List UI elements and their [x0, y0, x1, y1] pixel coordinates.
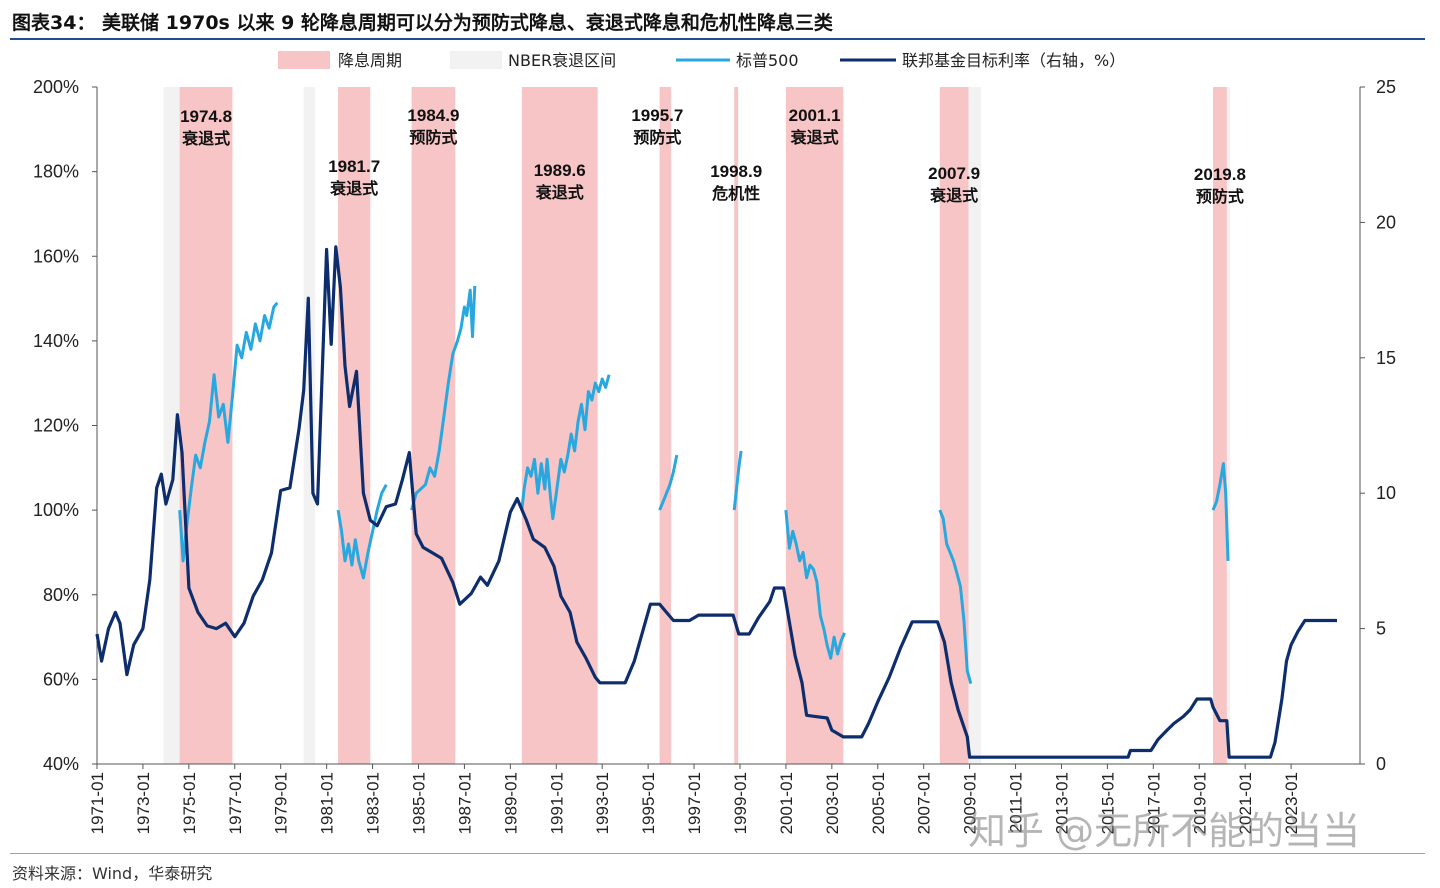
x-tick-label: 1979-01 — [272, 772, 291, 834]
cycle-date-label: 1984.9 — [407, 106, 459, 125]
cycle-type-label: 衰退式 — [535, 183, 584, 202]
left-tick-label: 200% — [33, 77, 79, 97]
right-tick-label: 5 — [1376, 619, 1386, 639]
legend-fed-funds-label: 联邦基金目标利率（右轴，%） — [902, 51, 1125, 70]
left-tick-label: 100% — [33, 500, 79, 520]
series-lines-layer — [95, 245, 1337, 759]
x-tick-label: 1991-01 — [547, 772, 566, 834]
footer-divider — [10, 853, 1425, 854]
legend-nber-label: NBER衰退区间 — [508, 51, 616, 70]
legend-sp500-label: 标普500 — [736, 51, 799, 70]
chart-title: 图表34： 美联储 1970s 以来 9 轮降息周期可以分为预防式降息、衰退式降… — [12, 12, 833, 34]
cycle-type-label: 危机性 — [712, 184, 760, 203]
legend-cut-cycle-label: 降息周期 — [338, 51, 402, 70]
x-tick-label: 2019-01 — [1190, 772, 1209, 834]
cycle-date-label: 1974.8 — [180, 107, 232, 126]
cycle-date-label: 1995.7 — [631, 106, 683, 125]
cycle-type-label: 衰退式 — [929, 186, 978, 205]
x-tick-label: 2023-01 — [1282, 772, 1301, 834]
x-tick-label: 1981-01 — [318, 772, 337, 834]
cycle-type-label: 预防式 — [633, 128, 681, 147]
sp500-line-segment — [520, 374, 611, 521]
left-tick-label: 120% — [33, 416, 79, 436]
right-tick-label: 10 — [1376, 483, 1396, 503]
sp500-line-segment — [658, 454, 679, 511]
x-tick-label: 1977-01 — [226, 772, 245, 834]
x-tick-label: 1975-01 — [180, 772, 199, 834]
x-tick-label: 1985-01 — [409, 772, 428, 834]
cut-cycle-band — [411, 87, 456, 764]
sp500-line-segment — [336, 483, 388, 580]
title-divider — [10, 38, 1425, 40]
cycle-date-label: 2019.8 — [1194, 165, 1246, 184]
source-note: 资料来源：Wind，华泰研究 — [12, 864, 213, 883]
x-tick-label: 2017-01 — [1144, 772, 1163, 834]
watermark: 知乎 @无所不能的当当 — [968, 809, 1361, 853]
nber-recession-band — [303, 87, 316, 764]
left-tick-label: 60% — [43, 669, 79, 689]
cut-cycle-band — [785, 87, 844, 764]
legend-cut-cycle-swatch — [278, 51, 330, 69]
x-tick-label: 1997-01 — [685, 772, 704, 834]
x-tick-label: 2013-01 — [1052, 772, 1071, 834]
cycle-annotations-layer: 1974.8 衰退式 1981.7 衰退式 1984.9 预防式 1989.6 衰退式 1995… — [180, 106, 1246, 206]
right-tick-label: 15 — [1376, 348, 1396, 368]
x-tick-label: 1993-01 — [593, 772, 612, 834]
left-tick-label: 40% — [43, 754, 79, 774]
x-tick-label: 2021-01 — [1236, 772, 1255, 834]
x-tick-label: 1987-01 — [455, 772, 474, 834]
x-tick-label: 2011-01 — [1007, 772, 1026, 833]
x-tick-label: 1971-01 — [88, 772, 107, 834]
left-tick-label: 160% — [33, 246, 79, 266]
fed-funds-rate-line — [95, 245, 1337, 759]
sp500-line-segment — [732, 450, 743, 511]
sp500-line-segment — [784, 509, 846, 660]
cut-cycle-band — [1213, 87, 1227, 764]
sp500-line-segment — [1211, 462, 1230, 561]
right-tick-label: 25 — [1376, 77, 1396, 97]
shaded-bands-layer — [163, 87, 1231, 764]
x-tick-label: 1999-01 — [731, 772, 750, 834]
cycle-date-label: 1981.7 — [328, 157, 380, 176]
x-tick-label: 1995-01 — [639, 772, 658, 834]
x-tick-label: 2001-01 — [777, 772, 796, 834]
cycle-date-label: 1998.9 — [710, 162, 762, 181]
x-tick-label: 2015-01 — [1098, 772, 1117, 834]
axes-layer: 40% 60% 80% 100% 120% 140% 160% 180% 200% 0 5 10 15 2… — [33, 77, 1396, 834]
cycle-type-label: 衰退式 — [329, 179, 378, 198]
cut-cycle-band — [734, 87, 739, 764]
legend: 降息周期 NBER衰退区间 标普500 联邦基金目标利率（右轴，%） — [278, 51, 1125, 70]
x-tick-label: 2003-01 — [823, 772, 842, 834]
cycle-type-label: 预防式 — [409, 128, 457, 147]
legend-nber-swatch — [450, 51, 502, 69]
x-tick-label: 2009-01 — [961, 772, 980, 834]
cut-cycle-band — [659, 87, 672, 764]
cut-cycle-band — [179, 87, 233, 764]
x-tick-label: 2005-01 — [869, 772, 888, 834]
x-tick-label: 1973-01 — [134, 772, 153, 834]
right-tick-label: 20 — [1376, 212, 1396, 232]
right-tick-label: 0 — [1376, 754, 1386, 774]
left-tick-label: 80% — [43, 585, 79, 605]
x-tick-label: 1989-01 — [501, 772, 520, 834]
cycle-date-label: 2001.1 — [789, 106, 841, 125]
x-tick-label: 2007-01 — [915, 772, 934, 834]
sp500-line-segment — [410, 285, 477, 511]
cycle-date-label: 1989.6 — [534, 161, 586, 180]
x-tick-label: 1983-01 — [364, 772, 383, 834]
cycle-type-label: 预防式 — [1196, 187, 1244, 206]
sp500-line-segment — [938, 509, 973, 684]
cut-cycle-band — [338, 87, 371, 764]
cycle-date-label: 2007.9 — [928, 164, 980, 183]
sp500-line-segment — [178, 301, 279, 563]
cycle-type-label: 衰退式 — [790, 128, 839, 147]
nber-recession-band — [1224, 87, 1231, 764]
left-tick-label: 180% — [33, 162, 79, 182]
left-tick-label: 140% — [33, 331, 79, 351]
cycle-type-label: 衰退式 — [181, 129, 230, 148]
